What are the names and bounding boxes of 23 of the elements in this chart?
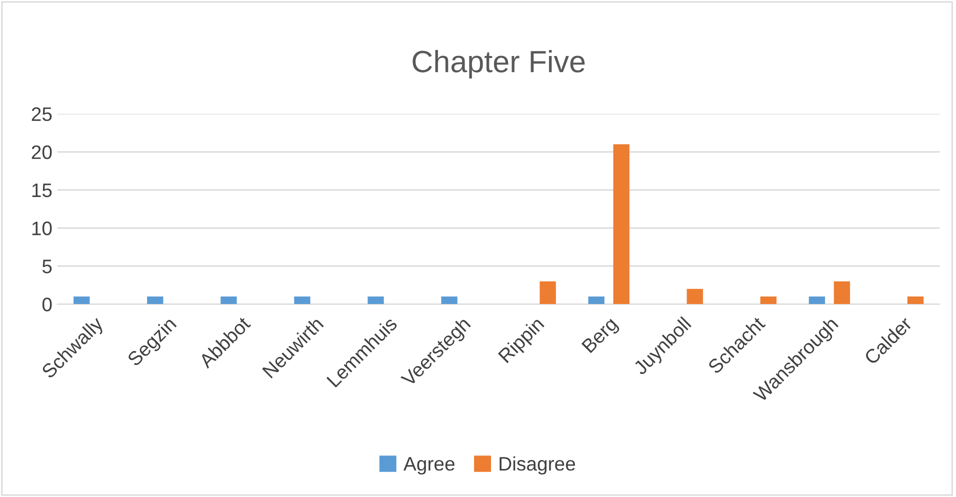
y-tick-label: 15 — [32, 184, 52, 198]
bar — [368, 296, 384, 304]
y-tick-label: 5 — [42, 260, 52, 274]
bar — [686, 288, 703, 304]
bar — [441, 296, 458, 304]
y-tick-label: 25 — [32, 107, 52, 122]
bar — [907, 296, 924, 304]
legend-label: Disagree — [500, 456, 576, 475]
bar — [834, 281, 850, 304]
chart-title: Chapter Five — [412, 50, 585, 78]
y-tick-label: 10 — [32, 221, 52, 236]
legend-label: Agree — [403, 457, 454, 475]
bar — [760, 296, 777, 304]
bar — [220, 296, 237, 304]
bar — [808, 296, 826, 304]
y-tick-label: 0 — [42, 298, 52, 312]
y-tick-label: 20 — [32, 145, 52, 160]
bar — [74, 296, 90, 304]
bar — [294, 296, 310, 304]
bar — [613, 144, 630, 304]
bar — [588, 296, 604, 304]
bar — [147, 296, 164, 304]
bar — [540, 281, 556, 304]
